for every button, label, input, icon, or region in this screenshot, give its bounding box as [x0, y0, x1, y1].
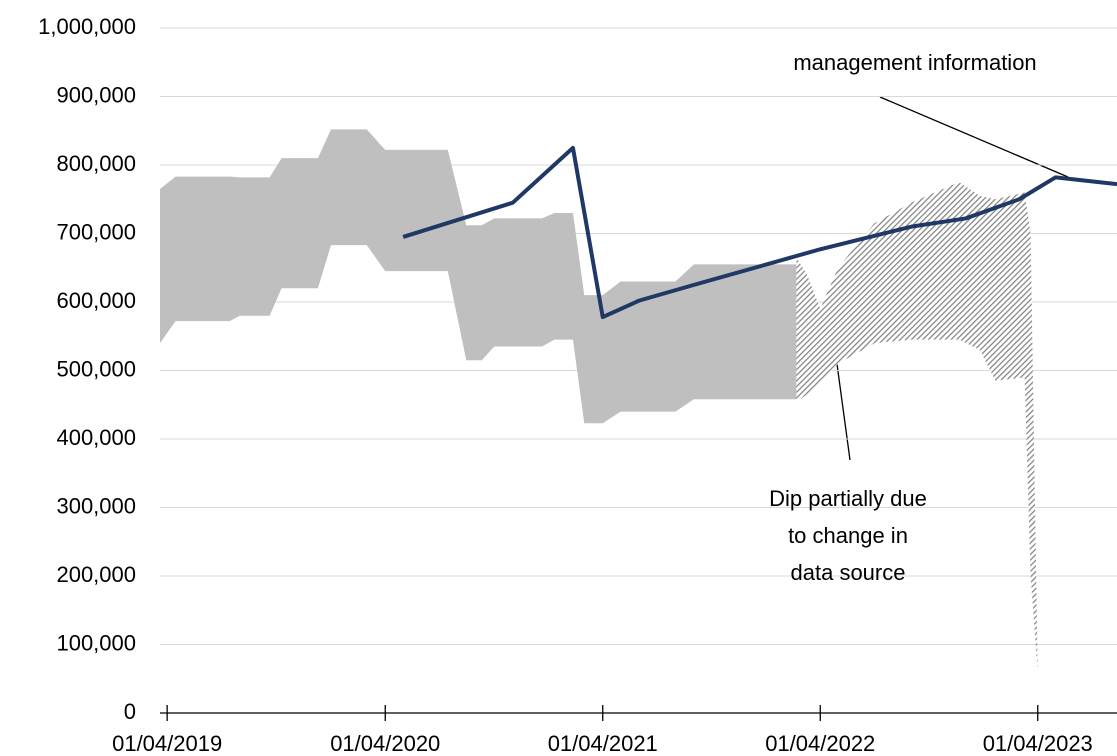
x-tick-label: 01/04/2023	[983, 731, 1093, 756]
y-tick-label: 0	[124, 699, 136, 724]
line-series	[402, 145, 1117, 320]
annotation: Dip partially due	[769, 486, 927, 511]
y-tick-label: 500,000	[56, 356, 136, 381]
x-tick-label: 01/04/2020	[330, 731, 440, 756]
annotation: data source	[791, 560, 906, 585]
y-tick-label: 700,000	[56, 219, 136, 244]
annotation-leader	[879, 96, 1069, 178]
annotation: to change in	[788, 523, 908, 548]
annotation: management information	[793, 50, 1036, 75]
x-tick-label: 01/04/2021	[548, 731, 658, 756]
band-area	[160, 129, 797, 424]
x-tick-label: 01/04/2019	[112, 731, 222, 756]
y-tick-label: 600,000	[56, 288, 136, 313]
y-tick-label: 400,000	[56, 425, 136, 450]
y-tick-label: 300,000	[56, 493, 136, 518]
y-tick-label: 200,000	[56, 562, 136, 587]
y-tick-label: 100,000	[56, 630, 136, 655]
band-area	[796, 182, 1038, 672]
y-tick-label: 800,000	[56, 151, 136, 176]
x-tick-label: 01/04/2022	[765, 731, 875, 756]
y-tick-label: 1,000,000	[38, 14, 136, 39]
y-tick-label: 900,000	[56, 82, 136, 107]
